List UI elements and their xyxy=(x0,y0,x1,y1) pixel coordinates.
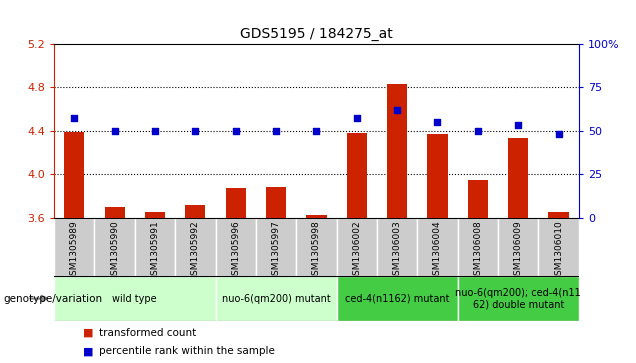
Bar xyxy=(266,187,286,218)
Text: percentile rank within the sample: percentile rank within the sample xyxy=(99,346,275,356)
Bar xyxy=(417,218,458,276)
Text: GSM1305991: GSM1305991 xyxy=(151,221,160,281)
Bar xyxy=(226,188,245,218)
Bar xyxy=(548,212,569,218)
Text: genotype/variation: genotype/variation xyxy=(3,294,102,303)
Point xyxy=(473,128,483,134)
Text: ■: ■ xyxy=(83,346,93,356)
Bar xyxy=(175,218,216,276)
Bar xyxy=(347,133,367,218)
Point xyxy=(513,123,523,129)
Text: nuo-6(qm200); ced-4(n11
62) double mutant: nuo-6(qm200); ced-4(n11 62) double mutan… xyxy=(455,288,581,309)
Bar xyxy=(307,215,326,218)
Point xyxy=(432,119,443,125)
Point xyxy=(271,128,281,134)
Text: GSM1305998: GSM1305998 xyxy=(312,221,321,281)
Bar xyxy=(64,132,85,218)
Point xyxy=(231,128,241,134)
Bar xyxy=(387,84,407,218)
Text: nuo-6(qm200) mutant: nuo-6(qm200) mutant xyxy=(222,294,331,303)
Bar xyxy=(508,138,529,218)
Text: GSM1306002: GSM1306002 xyxy=(352,221,361,281)
Text: GSM1306003: GSM1306003 xyxy=(392,221,401,281)
Point xyxy=(190,128,200,134)
Point xyxy=(69,115,80,121)
Bar xyxy=(458,276,579,321)
Bar xyxy=(135,218,175,276)
Text: transformed count: transformed count xyxy=(99,328,196,338)
Bar xyxy=(296,218,336,276)
Title: GDS5195 / 184275_at: GDS5195 / 184275_at xyxy=(240,27,393,41)
Bar xyxy=(458,218,498,276)
Bar xyxy=(539,218,579,276)
Bar xyxy=(427,134,448,218)
Text: GSM1306004: GSM1306004 xyxy=(433,221,442,281)
Bar xyxy=(336,276,458,321)
Bar xyxy=(54,276,216,321)
Point xyxy=(553,131,563,137)
Bar xyxy=(185,205,205,218)
Text: GSM1305989: GSM1305989 xyxy=(70,221,79,281)
Text: ■: ■ xyxy=(83,328,93,338)
Text: GSM1306009: GSM1306009 xyxy=(514,221,523,281)
Text: GSM1306008: GSM1306008 xyxy=(473,221,482,281)
Point xyxy=(109,128,120,134)
Point xyxy=(392,107,402,113)
Bar xyxy=(216,276,336,321)
Text: GSM1305997: GSM1305997 xyxy=(272,221,280,281)
Bar xyxy=(94,218,135,276)
Point xyxy=(352,115,362,121)
Bar xyxy=(256,218,296,276)
Text: GSM1305992: GSM1305992 xyxy=(191,221,200,281)
Bar xyxy=(498,218,539,276)
Bar xyxy=(145,212,165,218)
Bar xyxy=(467,180,488,218)
Text: wild type: wild type xyxy=(113,294,157,303)
Point xyxy=(312,128,322,134)
Bar xyxy=(377,218,417,276)
Bar xyxy=(104,207,125,218)
Bar xyxy=(54,218,94,276)
Text: ced-4(n1162) mutant: ced-4(n1162) mutant xyxy=(345,294,450,303)
Point xyxy=(150,128,160,134)
Text: GSM1305996: GSM1305996 xyxy=(232,221,240,281)
Text: GSM1305990: GSM1305990 xyxy=(110,221,119,281)
Bar xyxy=(336,218,377,276)
Bar xyxy=(216,218,256,276)
Text: GSM1306010: GSM1306010 xyxy=(554,221,563,281)
